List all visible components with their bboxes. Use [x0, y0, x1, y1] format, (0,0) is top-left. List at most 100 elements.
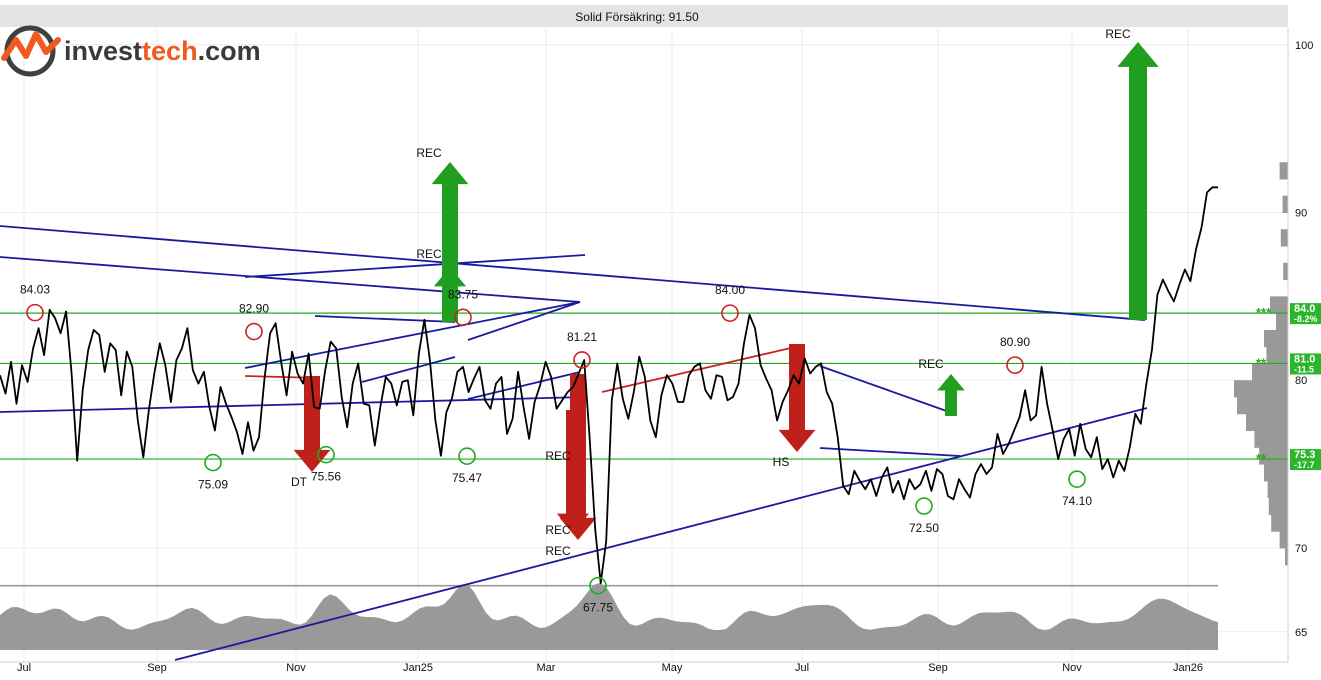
level-pct-label: -11.5 [1294, 364, 1314, 374]
x-tick-label: Nov [286, 662, 306, 674]
level-value-label: 84.0 [1294, 303, 1315, 315]
trend-line [314, 315, 456, 323]
volume-profile-bar [1259, 447, 1288, 465]
volume-profile-bar [1268, 497, 1288, 515]
bottom-pivot-marker [589, 576, 607, 595]
pivot-markers [26, 303, 1086, 595]
volume-profile-bar [1279, 531, 1288, 549]
y-tick-label: 70 [1295, 543, 1307, 555]
bottom-pivot-marker [204, 453, 222, 472]
annotations: 84.03 82.90 83.75 81.21 84.00 80.90 75.09 75.56… [20, 27, 1131, 615]
trend-lines [0, 225, 1148, 661]
title-bar [0, 5, 1288, 27]
top-pivot-marker [245, 322, 263, 341]
x-tick-label: Nov [1062, 662, 1082, 674]
signal-label: DT [291, 475, 308, 489]
y-tick-label: 65 [1295, 627, 1307, 639]
pivot-price-label: 82.90 [239, 302, 269, 316]
bottom-pivot-marker [317, 445, 335, 464]
trend-line [244, 301, 581, 369]
y-tick-label: 80 [1295, 375, 1307, 387]
level-value-label: 81.0 [1294, 353, 1315, 365]
buy-arrow [433, 267, 467, 322]
pivot-price-label: 84.03 [20, 283, 50, 297]
sell-arrow [293, 376, 331, 472]
investtech-logo: investtech.com [1, 25, 261, 77]
signal-arrows [293, 42, 1159, 540]
signal-label: REC [545, 523, 571, 537]
buy-arrow [1117, 42, 1159, 320]
volume-profile-bar [1282, 195, 1288, 213]
top-pivot-marker [26, 303, 44, 322]
x-tick-label: Sep [928, 662, 948, 674]
trend-line [0, 225, 1146, 321]
signal-label: REC [545, 544, 571, 558]
signal-label: REC [416, 247, 442, 261]
logo-text-com: .com [198, 36, 261, 66]
trend-line [0, 396, 586, 413]
volume-profile-bar [1234, 380, 1288, 398]
level-pct-label: -17.7 [1294, 460, 1315, 470]
y-tick-label: 90 [1295, 207, 1307, 219]
grid [0, 28, 1288, 662]
level-box [1290, 353, 1321, 375]
volume-area [0, 582, 1218, 650]
pivot-price-label: 74.10 [1062, 494, 1092, 508]
logo-icon-zigzag [1, 31, 61, 61]
volume-profile-bar [1276, 313, 1288, 331]
x-tick-label: Jul [795, 662, 809, 674]
volume-profile-bar [1279, 162, 1288, 180]
pivot-price-label: 75.47 [452, 471, 482, 485]
volume-profile-bar [1237, 396, 1288, 415]
plot-area [0, 28, 1288, 662]
bottom-pivot-marker [458, 447, 476, 466]
level-value-label: 75.3 [1294, 449, 1315, 461]
y-tick-label: 100 [1295, 40, 1313, 52]
signal-label: HS [773, 455, 790, 469]
volume-profile-bar [1266, 346, 1288, 364]
top-pivot-marker [1006, 356, 1024, 374]
x-tick-label: Jan25 [403, 662, 433, 674]
volume-profile-bar [1271, 514, 1288, 532]
price-series [0, 186, 1218, 585]
pivot-price-label: 67.75 [583, 601, 613, 615]
volume-profile-bar [1254, 430, 1288, 448]
trend-line [0, 256, 581, 303]
buy-arrow [431, 162, 469, 322]
x-tick-label: Mar [537, 662, 556, 674]
top-pivot-marker [721, 304, 739, 322]
volume-profile [1234, 162, 1288, 566]
pivot-price-label: 81.21 [567, 330, 597, 344]
volume-profile-bar [1285, 547, 1288, 566]
logo-text: investtech.com [64, 36, 261, 66]
support-resistance-levels: *** 84.0-8.2% ** 81.0-11.5 ** 75.3-17.7 [0, 303, 1321, 587]
volume-profile-bar [1252, 363, 1288, 381]
buy-arrow [937, 374, 965, 416]
pivot-price-label: 72.50 [909, 521, 939, 535]
pivot-price-label: 83.75 [448, 287, 478, 301]
signal-label: REC [545, 449, 571, 463]
trend-line [361, 356, 456, 383]
top-pivot-marker [573, 351, 591, 369]
x-tick-label: Sep [147, 662, 167, 674]
level-pct-label: -8.2% [1294, 314, 1318, 324]
trend-line [819, 447, 961, 457]
signal-label: REC [416, 146, 442, 160]
top-pivot-marker [454, 308, 472, 327]
pivot-price-label: 75.09 [198, 478, 228, 492]
sell-arrow [778, 344, 816, 452]
pivot-price-label: 84.00 [715, 283, 745, 297]
volume-shape [0, 582, 1218, 650]
x-tick-label: Jul [17, 662, 31, 674]
trend-line [174, 407, 1148, 661]
level-box [1290, 449, 1321, 471]
level-stars: ** [1256, 355, 1267, 370]
logo-text-tech: tech [142, 36, 198, 66]
sell-arrow [556, 410, 590, 533]
trend-line [244, 254, 586, 278]
volume-profile-bar [1283, 262, 1288, 281]
trend-line [467, 371, 581, 400]
signal-label: REC [918, 357, 944, 371]
bottom-pivot-marker [915, 497, 933, 515]
logo-text-invest: invest [64, 36, 142, 66]
